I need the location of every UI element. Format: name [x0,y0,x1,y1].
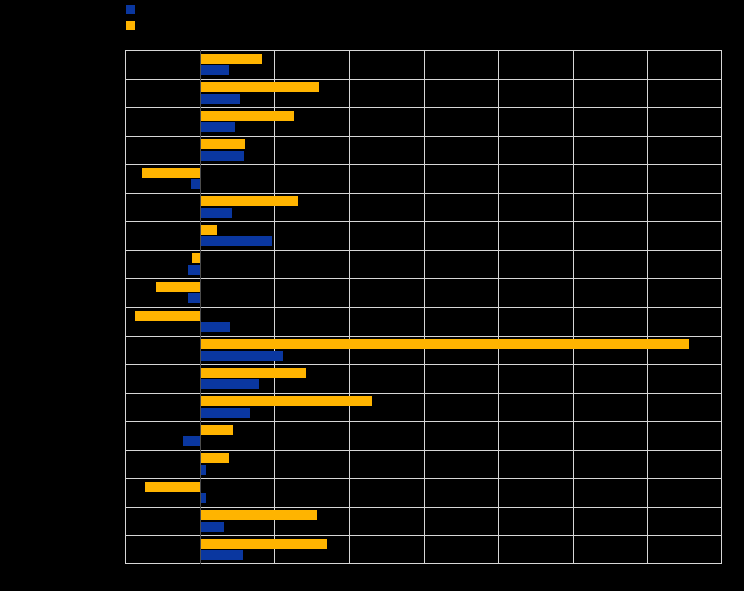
legend-item-orange[interactable] [126,21,366,30]
bar-orange-row-3 [200,111,294,121]
gridline-horizontal [125,450,722,451]
bar-orange-row-14 [200,425,234,435]
bar-blue-row-11 [200,351,284,361]
bar-orange-row-9 [156,282,199,292]
gridline-horizontal [125,307,722,308]
bar-blue-row-15 [200,465,207,475]
bar-orange-row-5 [142,168,199,178]
legend-swatch-orange-icon [126,21,135,30]
bar-blue-row-5 [191,179,199,189]
gridline-horizontal [125,336,722,337]
bar-blue-row-16 [200,493,207,503]
gridline-horizontal [125,278,722,279]
zero-axis-line [200,50,201,564]
gridline-horizontal [125,193,722,194]
bar-blue-row-18 [200,550,243,560]
bar-blue-row-17 [200,522,224,532]
gridline-horizontal [125,250,722,251]
legend-swatch-blue-icon [126,5,135,14]
bar-blue-row-13 [200,408,251,418]
bar-orange-row-16 [145,482,199,492]
bar-blue-row-12 [200,379,260,389]
bar-orange-row-11 [200,339,690,349]
bar-orange-row-1 [200,54,262,64]
bar-blue-row-6 [200,208,232,218]
bar-orange-row-8 [192,253,199,263]
bar-orange-row-6 [200,196,299,206]
gridline-horizontal [125,563,722,564]
bar-orange-row-15 [200,453,230,463]
bar-blue-row-8 [188,265,199,275]
gridline-horizontal [125,136,722,137]
bar-orange-row-17 [200,510,317,520]
bar-blue-row-7 [200,236,272,246]
gridline-horizontal [125,421,722,422]
gridline-horizontal [125,50,722,51]
gridline-horizontal [125,478,722,479]
gridline-horizontal [125,535,722,536]
bar-orange-row-12 [200,368,307,378]
legend [126,5,366,37]
bar-orange-row-2 [200,82,319,92]
gridline-horizontal [125,79,722,80]
bar-blue-row-2 [200,94,240,104]
bar-orange-row-4 [200,139,246,149]
bar-blue-row-9 [188,293,199,303]
gridline-horizontal [125,364,722,365]
gridline-horizontal [125,221,722,222]
bar-orange-row-13 [200,396,372,406]
legend-item-blue[interactable] [126,5,366,14]
gridline-horizontal [125,507,722,508]
bar-orange-row-10 [135,311,200,321]
chart-canvas [0,0,744,591]
bar-blue-row-3 [200,122,236,132]
bar-orange-row-18 [200,539,328,549]
bar-orange-row-7 [200,225,217,235]
gridline-horizontal [125,393,722,394]
bar-blue-row-14 [183,436,199,446]
plot-area [125,50,722,564]
gridline-horizontal [125,107,722,108]
gridline-horizontal [125,164,722,165]
bar-blue-row-4 [200,151,244,161]
bar-blue-row-1 [200,65,229,75]
bar-blue-row-10 [200,322,231,332]
